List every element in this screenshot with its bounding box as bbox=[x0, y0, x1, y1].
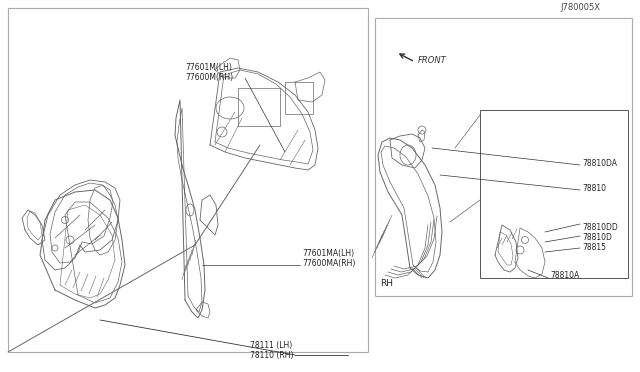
Text: 77600MA(RH): 77600MA(RH) bbox=[302, 259, 355, 268]
Text: 78111 (LH): 78111 (LH) bbox=[250, 341, 292, 350]
Bar bbox=[238, 88, 280, 126]
Text: 78110 (RH): 78110 (RH) bbox=[250, 351, 294, 360]
Text: 78810A: 78810A bbox=[550, 271, 579, 280]
Text: 77600M(RH): 77600M(RH) bbox=[185, 73, 233, 82]
Text: 77601MA(LH): 77601MA(LH) bbox=[302, 249, 354, 258]
Text: J780005X: J780005X bbox=[560, 3, 600, 12]
Ellipse shape bbox=[400, 145, 416, 165]
Bar bbox=[285, 82, 313, 114]
Bar bbox=[375, 18, 632, 296]
Text: RH: RH bbox=[380, 279, 393, 288]
Text: FRONT: FRONT bbox=[418, 55, 447, 64]
Text: 78810DA: 78810DA bbox=[582, 159, 617, 168]
Text: 77601M(LH): 77601M(LH) bbox=[185, 63, 232, 72]
Text: 78810D: 78810D bbox=[582, 233, 612, 242]
Text: 78810: 78810 bbox=[582, 184, 606, 193]
Text: 78810DD: 78810DD bbox=[582, 223, 618, 232]
Bar bbox=[480, 110, 628, 278]
Bar bbox=[8, 8, 368, 352]
Text: 78815: 78815 bbox=[582, 243, 606, 252]
